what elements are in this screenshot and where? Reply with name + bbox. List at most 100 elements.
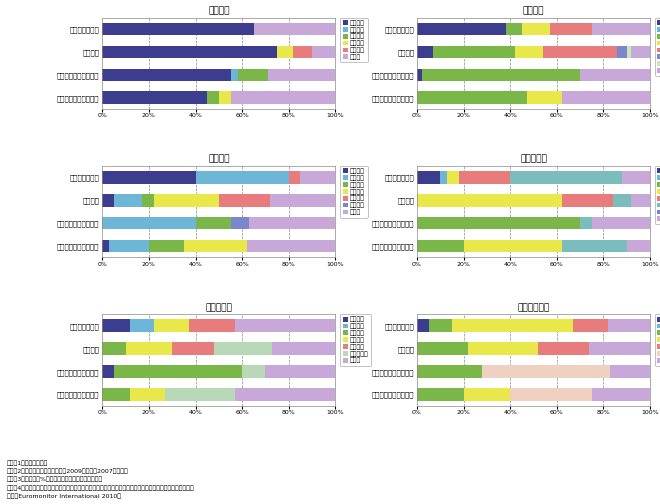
Bar (242, 365, 265, 377)
Bar (417, 365, 482, 377)
Bar (592, 388, 650, 401)
Bar (184, 240, 247, 253)
Bar (219, 194, 270, 207)
Bar (422, 69, 580, 81)
Bar (428, 320, 452, 332)
Bar (294, 46, 312, 58)
Bar (102, 69, 230, 81)
Bar (580, 217, 592, 229)
Bar (247, 240, 335, 253)
Bar (618, 46, 627, 58)
Bar (417, 46, 434, 58)
Bar (114, 194, 142, 207)
Title: ブラジル市場: ブラジル市場 (517, 303, 550, 312)
Bar (592, 217, 650, 229)
Bar (417, 320, 428, 332)
Bar (219, 91, 230, 104)
Bar (562, 194, 612, 207)
Bar (562, 240, 627, 253)
Bar (632, 46, 650, 58)
Bar (589, 342, 650, 355)
Bar (543, 46, 618, 58)
Bar (270, 194, 335, 207)
Bar (538, 342, 589, 355)
Bar (506, 23, 522, 35)
Title: インド市場: インド市場 (520, 155, 547, 164)
Bar (230, 69, 238, 81)
Bar (622, 171, 650, 183)
Bar (417, 69, 422, 81)
Title: 米国市場: 米国市場 (523, 7, 544, 16)
Bar (277, 46, 294, 58)
Bar (463, 388, 510, 401)
Bar (522, 23, 550, 35)
Bar (268, 69, 335, 81)
Bar (114, 365, 242, 377)
Bar (102, 217, 195, 229)
Bar (608, 320, 650, 332)
Bar (189, 320, 235, 332)
Bar (102, 320, 130, 332)
Text: 備考：1．金額シェア。
　　　2．トイレタリー・化粧品は2009年、他は2007年の値。
　　　3．シェア１%未満の企業はその他に算入した。
　　　4．企業の国: 備考：1．金額シェア。 2．トイレタリー・化粧品は2009年、他は2007年の値… (7, 460, 194, 499)
Bar (510, 171, 622, 183)
Bar (300, 171, 335, 183)
Bar (102, 342, 125, 355)
Bar (238, 69, 268, 81)
Bar (195, 171, 289, 183)
Bar (249, 217, 335, 229)
Bar (235, 388, 335, 401)
Bar (142, 194, 154, 207)
Bar (154, 320, 189, 332)
Bar (102, 46, 277, 58)
Bar (527, 91, 562, 104)
Bar (417, 23, 506, 35)
Bar (230, 91, 335, 104)
Bar (447, 171, 459, 183)
Bar (125, 342, 172, 355)
Bar (102, 91, 207, 104)
Bar (459, 171, 510, 183)
Legend: 日本企業, 中国企業, 米国企業, 欧州企業, 韓国企業, その他: 日本企業, 中国企業, 米国企業, 欧州企業, 韓国企業, その他 (340, 18, 368, 62)
Bar (632, 194, 650, 207)
Bar (417, 388, 463, 401)
Bar (469, 342, 538, 355)
Bar (154, 194, 219, 207)
Title: ロシア市場: ロシア市場 (205, 303, 232, 312)
Bar (515, 46, 543, 58)
Bar (273, 342, 335, 355)
Bar (102, 171, 195, 183)
Bar (627, 240, 650, 253)
Bar (580, 69, 650, 81)
Bar (110, 240, 149, 253)
Legend: 日本企業, 中国企業, 米国企業, 欧州企業, 韓国企業, 台湾企業, その他: 日本企業, 中国企業, 米国企業, 欧州企業, 韓国企業, 台湾企業, その他 (340, 166, 368, 218)
Legend: 日本企業, 中国企業, 米国企業, 欧州企業, 韓国企業, ブラジル企業, その他: 日本企業, 中国企業, 米国企業, 欧州企業, 韓国企業, ブラジル企業, その… (655, 314, 660, 366)
Bar (592, 23, 650, 35)
Bar (440, 171, 447, 183)
Bar (130, 388, 165, 401)
Bar (207, 91, 219, 104)
Bar (214, 342, 273, 355)
Bar (610, 365, 650, 377)
Legend: 日本企業, 中国企業, 米国企業, 欧州企業, 韓国企業, 台湾企業, カナダ企業, その他: 日本企業, 中国企業, 米国企業, 欧州企業, 韓国企業, 台湾企業, カナダ企… (655, 18, 660, 76)
Bar (417, 91, 527, 104)
Bar (102, 194, 114, 207)
Bar (254, 23, 335, 35)
Bar (434, 46, 515, 58)
Bar (102, 365, 114, 377)
Bar (165, 388, 235, 401)
Bar (265, 365, 335, 377)
Bar (550, 23, 592, 35)
Legend: 日本企業, 中国企業, 米国企業, 欧州企業, 韓国企業, ロシア企業, その他: 日本企業, 中国企業, 米国企業, 欧州企業, 韓国企業, ロシア企業, その他 (340, 314, 372, 366)
Bar (562, 91, 650, 104)
Bar (102, 23, 254, 35)
Bar (102, 240, 110, 253)
Bar (130, 320, 154, 332)
Bar (417, 194, 562, 207)
Bar (612, 194, 632, 207)
Bar (102, 388, 130, 401)
Bar (235, 320, 335, 332)
Bar (417, 342, 469, 355)
Bar (417, 171, 440, 183)
Bar (172, 342, 215, 355)
Bar (510, 388, 592, 401)
